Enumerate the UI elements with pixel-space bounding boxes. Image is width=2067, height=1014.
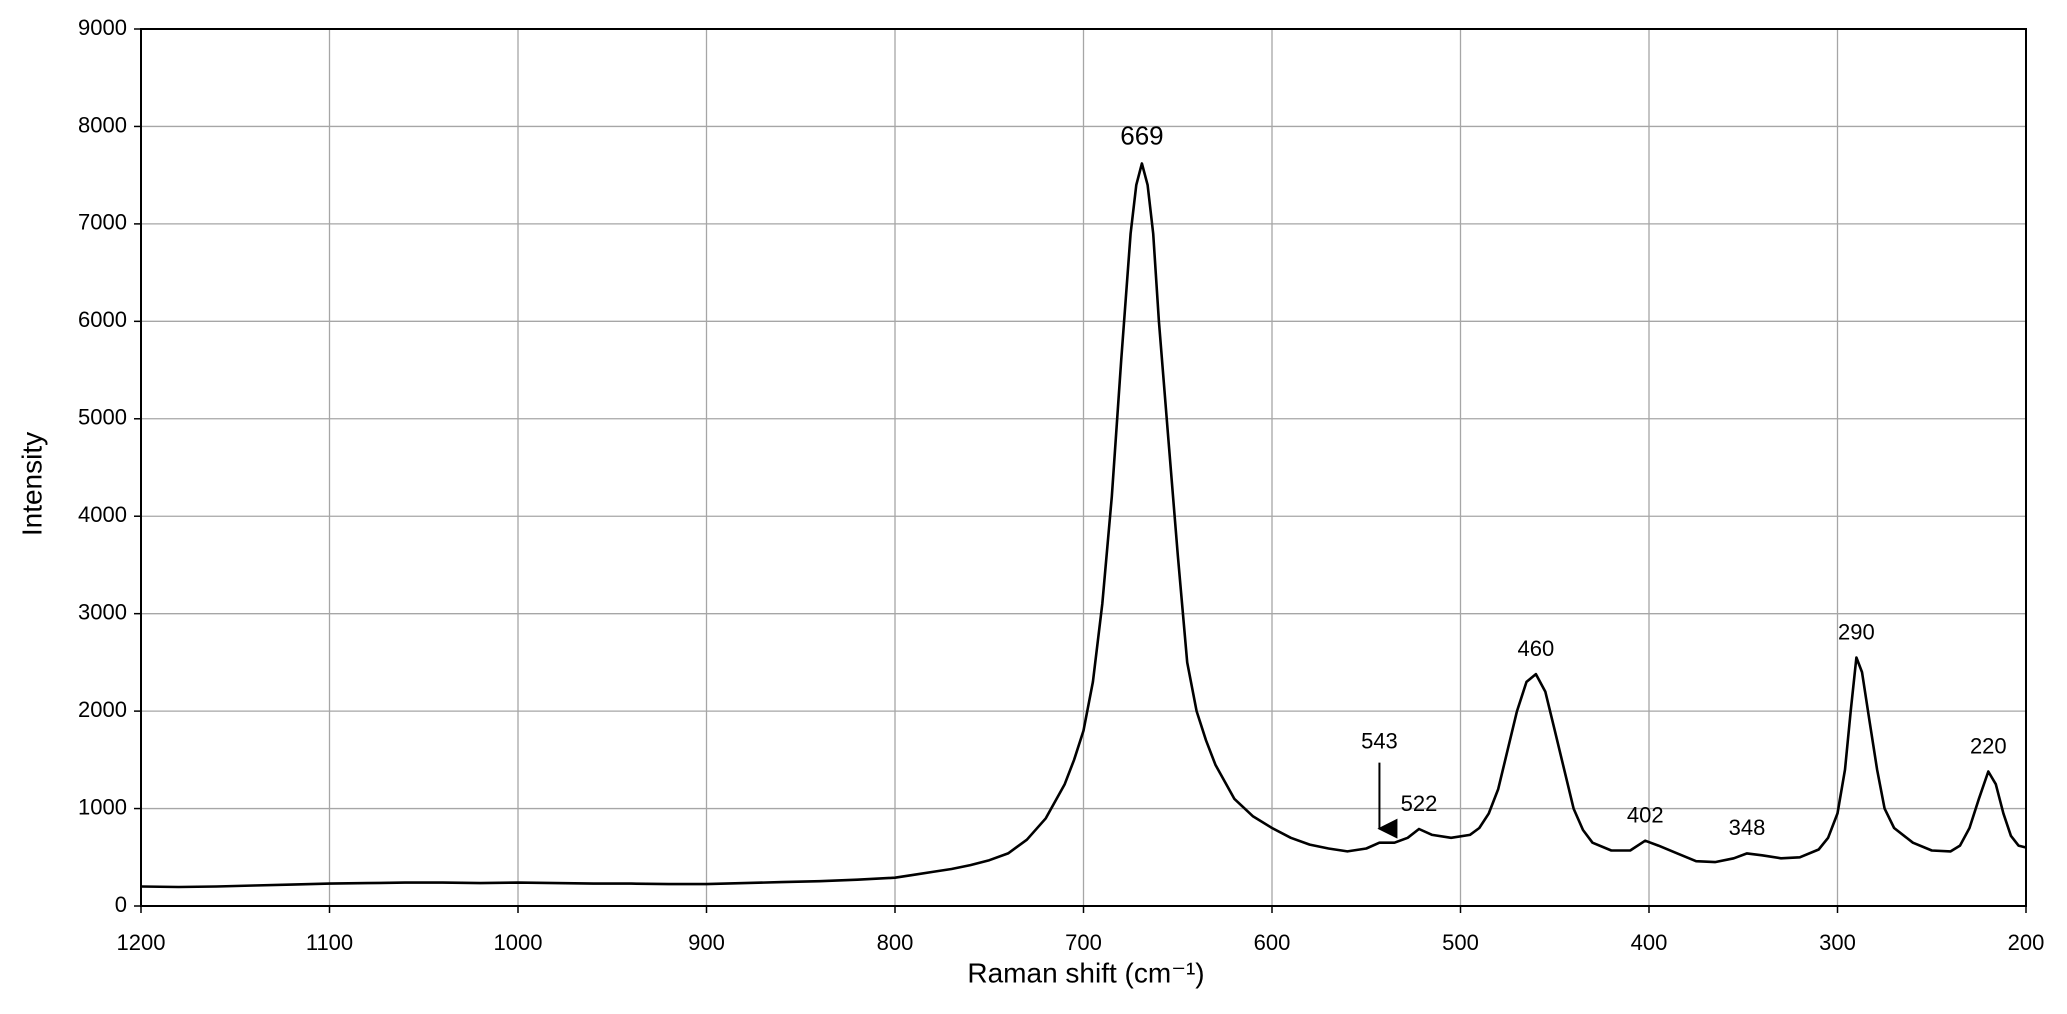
annotation-label: 543 [1361, 728, 1398, 753]
x-tick-label: 300 [1819, 930, 1856, 955]
y-tick-label: 8000 [78, 112, 127, 137]
y-tick-label: 2000 [78, 697, 127, 722]
x-tick-label: 900 [688, 930, 725, 955]
y-tick-label: 3000 [78, 599, 127, 624]
annotation-label: 522 [1401, 791, 1438, 816]
y-tick-label: 7000 [78, 210, 127, 235]
x-tick-label: 700 [1065, 930, 1102, 955]
y-tick-label: 1000 [78, 794, 127, 819]
x-tick-label: 400 [1631, 930, 1668, 955]
x-tick-label: 1000 [494, 930, 543, 955]
y-axis-label: Intensity [16, 432, 47, 536]
annotation-label: 290 [1838, 619, 1875, 644]
annotation-label: 220 [1970, 733, 2007, 758]
x-tick-label: 800 [877, 930, 914, 955]
x-axis-label: Raman shift (cm⁻¹) [967, 957, 1204, 988]
annotation-label: 460 [1518, 636, 1555, 661]
y-tick-label: 5000 [78, 405, 127, 430]
annotation-label: 669 [1120, 120, 1163, 150]
annotation-label: 348 [1729, 815, 1766, 840]
plot-frame [140, 28, 2027, 907]
spectrum-line [140, 162, 2027, 889]
y-tick-label: 0 [115, 892, 127, 917]
x-tick-label: 1200 [117, 930, 166, 955]
y-tick-label: 6000 [78, 307, 127, 332]
x-tick-label: 600 [1254, 930, 1291, 955]
x-tick-label: 200 [2008, 930, 2045, 955]
x-tick-label: 1100 [306, 930, 353, 955]
x-tick-label: 500 [1442, 930, 1479, 955]
y-tick-label: 4000 [78, 502, 127, 527]
annotation-label: 402 [1627, 803, 1664, 828]
y-tick-label: 9000 [78, 15, 127, 40]
